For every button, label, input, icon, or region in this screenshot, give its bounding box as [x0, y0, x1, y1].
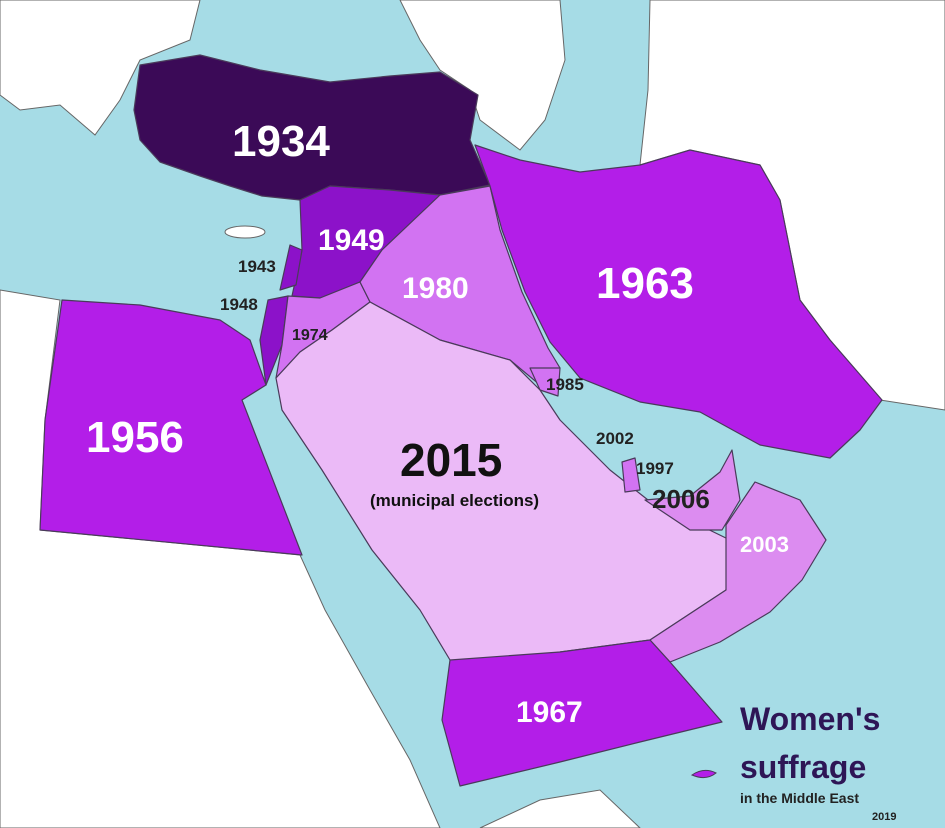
- label-saudi: 2015: [400, 434, 502, 486]
- label-saudi-note: (municipal elections): [370, 491, 539, 510]
- region-kuwait: [529, 367, 561, 397]
- region-israel: [259, 295, 289, 386]
- label-oman: 2003: [740, 532, 789, 557]
- title-line2: suffrage: [740, 749, 866, 785]
- label-egypt: 1956: [86, 413, 184, 462]
- title-subtitle: in the Middle East: [740, 790, 859, 806]
- label-israel: 1948: [220, 295, 258, 314]
- cyprus-land: [224, 225, 266, 239]
- label-kuwait: 1985: [546, 375, 584, 394]
- caucasus-land: [399, 0, 566, 151]
- title-line1: Women's: [740, 701, 880, 737]
- region-iran: [474, 144, 883, 459]
- label-syria: 1949: [318, 224, 385, 257]
- label-bahrain: 2002: [596, 429, 634, 448]
- title-year: 2019: [872, 811, 896, 823]
- horn-of-africa-land: [479, 789, 641, 828]
- label-yemen: 1967: [516, 696, 583, 729]
- label-uae: 2006: [652, 484, 710, 514]
- label-iran: 1963: [596, 259, 694, 308]
- label-qatar: 1997: [636, 459, 674, 478]
- socotra-island: [690, 769, 717, 779]
- region-oman: [649, 481, 827, 663]
- region-yemen: [441, 639, 723, 787]
- label-turkey: 1934: [232, 117, 330, 166]
- africa-land: [0, 289, 441, 828]
- region-uae: [644, 449, 741, 531]
- europe-land: [0, 0, 201, 136]
- label-jordan: 1974: [292, 327, 328, 344]
- label-lebanon: 1943: [238, 257, 276, 276]
- label-iraq: 1980: [402, 272, 469, 305]
- region-egypt: [39, 299, 303, 556]
- region-qatar: [621, 457, 641, 493]
- region-lebanon: [279, 244, 303, 291]
